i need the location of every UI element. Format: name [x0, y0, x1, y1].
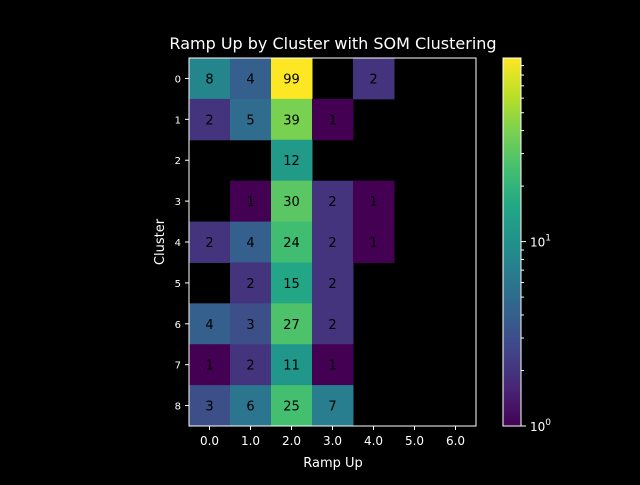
heatmap-cell: [353, 58, 395, 100]
y-tick-label: 3: [175, 197, 181, 208]
y-tick-label: 0: [175, 74, 181, 85]
x-tick-label: 0.0: [200, 434, 219, 448]
heatmap-cell: [353, 221, 395, 263]
cell-value-label: 2: [328, 277, 336, 292]
cell-value-label: 6: [246, 400, 254, 415]
x-axis-ticks: 0.0 1.0 2.0 3.0 4.0 5.0 6.0: [200, 426, 465, 448]
heatmap-cell: [230, 303, 272, 345]
cell-value-label: 27: [283, 318, 300, 333]
heatmap-cell: [271, 58, 313, 100]
heatmap-cell: [271, 98, 313, 141]
heatmap-cell: [271, 139, 313, 182]
colorbar-ticks: 100 101: [521, 65, 551, 434]
heatmap-cell: [230, 98, 272, 141]
y-tick-label: 2: [175, 156, 181, 167]
heatmap-cell: [189, 221, 231, 263]
x-axis-label: Ramp Up: [303, 456, 363, 471]
cell-value-label: 1: [369, 236, 377, 251]
heatmap-cell: [230, 262, 272, 304]
heatmap-cell: [353, 180, 395, 223]
y-tick-label: 8: [175, 402, 181, 413]
heatmap-cell: [312, 262, 354, 304]
heatmap-cell: [189, 385, 231, 427]
x-tick-label: 4.0: [364, 434, 383, 448]
heatmap-cell: [271, 385, 313, 427]
heatmap-cell: [271, 262, 313, 304]
heatmap-cell: [271, 221, 313, 263]
cell-value-label: 25: [283, 400, 300, 415]
heatmap-cells: [189, 58, 395, 427]
cell-value-label: 5: [246, 113, 254, 128]
cell-value-label: 2: [246, 277, 254, 292]
x-tick-label: 6.0: [446, 434, 465, 448]
heatmap-cell: [189, 58, 231, 100]
heatmap-cell: [312, 344, 354, 386]
cell-value-label: 8: [205, 72, 213, 87]
cell-value-label: 1: [328, 113, 336, 128]
heatmap-cell: [312, 180, 354, 223]
heatmap-cell: [230, 344, 272, 386]
colorbar-tick-label: 100: [530, 418, 551, 434]
heatmap-cell: [189, 98, 231, 141]
cell-value-label: 3: [246, 318, 254, 333]
heatmap-cell: [312, 385, 354, 427]
y-axis-ticks: 0 1 2 3 4 5 6 7 8: [175, 74, 189, 413]
y-tick-label: 1: [175, 115, 181, 126]
cell-value-label: 15: [283, 277, 300, 292]
x-tick-label: 2.0: [282, 434, 301, 448]
heatmap-cell: [230, 180, 272, 223]
cell-value-label: 12: [283, 154, 300, 169]
cell-value-label: 24: [283, 236, 300, 251]
cell-value-label: 7: [328, 400, 336, 415]
cell-value-label: 2: [328, 195, 336, 210]
y-tick-label: 4: [175, 238, 181, 249]
heatmap-cell: [189, 344, 231, 386]
y-axis-label: Cluster: [153, 218, 168, 265]
cell-value-label: 30: [283, 195, 300, 210]
heatmap-cell: [312, 98, 354, 141]
cell-value-label: 99: [283, 72, 300, 87]
cell-value-label: 2: [369, 72, 377, 87]
x-tick-label: 1.0: [241, 434, 260, 448]
cell-value-label: 2: [328, 236, 336, 251]
x-tick-label: 5.0: [405, 434, 424, 448]
heatmap-cell: [189, 303, 231, 345]
cell-value-label: 3: [205, 400, 213, 415]
colorbar: [502, 57, 522, 427]
cell-value-label: 1: [246, 195, 254, 210]
cell-value-label: 2: [205, 113, 213, 128]
cell-value-label: 1: [328, 359, 336, 374]
cell-value-label: 1: [369, 195, 377, 210]
colorbar-tick-label: 101: [530, 234, 551, 250]
heatmap-cell: [230, 58, 272, 100]
heatmap-cell: [312, 303, 354, 345]
heatmap-cell: [312, 221, 354, 263]
cell-value-label: 4: [246, 72, 254, 87]
chart-title: Ramp Up by Cluster with SOM Clustering: [169, 34, 496, 53]
y-tick-label: 5: [175, 279, 181, 290]
x-tick-label: 3.0: [323, 434, 342, 448]
heatmap-cell: [271, 303, 313, 345]
heatmap-cell: [271, 344, 313, 386]
cell-value-label: 2: [205, 236, 213, 251]
cell-value-label: 2: [328, 318, 336, 333]
cell-value-label: 1: [205, 359, 213, 374]
cell-value-label: 39: [283, 113, 300, 128]
heatmap-cell: [230, 221, 272, 263]
cell-value-label: 2: [246, 359, 254, 374]
cell-value-label: 4: [246, 236, 254, 251]
heatmap-cell: [230, 385, 272, 427]
heatmap-cell: [271, 180, 313, 223]
y-tick-label: 6: [175, 320, 181, 331]
cell-value-label: 11: [283, 359, 300, 374]
cell-value-label: 4: [205, 318, 213, 333]
y-tick-label: 7: [175, 361, 181, 372]
